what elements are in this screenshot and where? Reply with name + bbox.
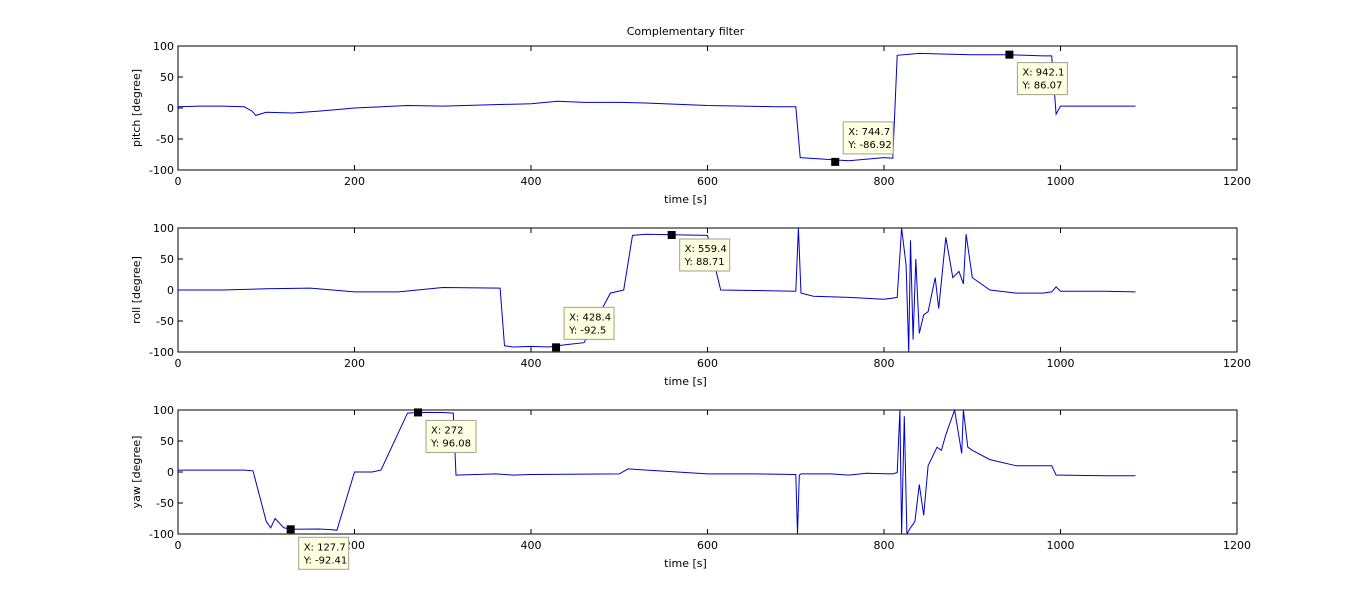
axes-box: [177, 45, 1238, 171]
datatip-marker: [552, 343, 561, 352]
datatip-box: [842, 121, 894, 155]
x-tick-label: 0: [175, 539, 182, 552]
series-line: [178, 228, 1136, 352]
x-tick-label: 0: [175, 357, 182, 370]
datatip-y-label: Y: -92.5: [568, 325, 606, 336]
y-tick-label: -50: [156, 133, 174, 146]
x-tick-label: 400: [521, 539, 542, 552]
axes-box: [177, 409, 1238, 535]
datatip-y-label: Y: -92.41: [303, 555, 348, 566]
x-axis-label: time [s]: [664, 375, 707, 388]
datatip-marker: [414, 408, 423, 417]
datatip-x-label: X: 744.7: [848, 127, 890, 138]
x-tick-label: 200: [344, 175, 365, 188]
y-tick-label: -100: [149, 528, 174, 541]
y-tick-label: 0: [167, 284, 174, 297]
x-tick-label: 1000: [1047, 175, 1075, 188]
x-tick-label: 200: [344, 539, 365, 552]
datatip-box: [679, 238, 731, 272]
subplot-3: 0 200 400 600 800 1000 1200 -100 -50 0 50 100 time […: [130, 404, 1251, 570]
datatip-y-label: Y: -86.92: [847, 140, 892, 151]
y-tick-label: -50: [156, 497, 174, 510]
datatip: X: 127.7 Y: -92.41: [286, 525, 350, 570]
datatip-y-label: Y: 96.08: [430, 438, 471, 449]
x-tick-label: 800: [874, 539, 895, 552]
datatip-x-label: X: 559.4: [685, 244, 727, 255]
datatip-box: [1016, 62, 1068, 96]
x-tick-label: 200: [344, 357, 365, 370]
x-axis-label: time [s]: [664, 193, 707, 206]
y-tick-label: 0: [167, 102, 174, 115]
datatip-y-label: Y: 86.07: [1021, 81, 1062, 92]
datatip-x-label: X: 942.1: [1022, 68, 1064, 79]
subplot-1: 0 200 400 600 800 1000 1200 -100 -50 0 50 100 time […: [130, 25, 1251, 206]
datatip-x-label: X: 428.4: [569, 312, 611, 323]
datatip: X: 559.4 Y: 88.71: [667, 230, 731, 272]
subplot-2: 0 200 400 600 800 1000 1200 -100 -50 0 50 100 time […: [130, 222, 1251, 388]
chart-title: Complementary filter: [627, 25, 745, 38]
series-line: [178, 52, 1136, 162]
x-tick-label: 1200: [1223, 357, 1251, 370]
y-tick-label: -100: [149, 346, 174, 359]
x-tick-label: 600: [697, 357, 718, 370]
datatip-marker: [831, 157, 840, 166]
x-tick-label: 1000: [1047, 357, 1075, 370]
datatip: X: 428.4 Y: -92.5: [552, 306, 615, 352]
datatip-x-label: X: 272: [431, 425, 464, 436]
datatip: X: 744.7 Y: -86.92: [831, 121, 894, 166]
y-axis-label: roll [degree]: [130, 256, 143, 324]
y-tick-label: 50: [160, 435, 174, 448]
x-tick-label: 800: [874, 357, 895, 370]
y-tick-label: -50: [156, 315, 174, 328]
y-tick-label: 100: [153, 40, 174, 53]
x-tick-label: 600: [697, 539, 718, 552]
datatip-box: [425, 419, 477, 453]
datatip-marker: [667, 230, 676, 239]
x-tick-label: 400: [521, 357, 542, 370]
y-tick-label: -100: [149, 164, 174, 177]
y-tick-label: 100: [153, 222, 174, 235]
x-axis-label: time [s]: [664, 557, 707, 570]
x-tick-label: 1200: [1223, 175, 1251, 188]
datatip-y-label: Y: 88.71: [684, 257, 725, 268]
series-line: [178, 410, 1136, 534]
x-tick-label: 1000: [1047, 539, 1075, 552]
datatip-x-label: X: 127.7: [304, 542, 346, 553]
y-axis-label: pitch [degree]: [130, 69, 143, 147]
y-tick-label: 100: [153, 404, 174, 417]
y-tick-label: 50: [160, 71, 174, 84]
datatip: X: 272 Y: 96.08: [414, 408, 477, 453]
datatip-box: [563, 306, 615, 340]
x-tick-label: 600: [697, 175, 718, 188]
datatip-marker: [286, 525, 295, 534]
datatip-box: [298, 536, 350, 570]
datatip: X: 942.1 Y: 86.07: [1005, 50, 1068, 96]
datatip-marker: [1005, 50, 1014, 59]
x-tick-label: 400: [521, 175, 542, 188]
y-axis-label: yaw [degree]: [130, 436, 143, 509]
x-tick-label: 1200: [1223, 539, 1251, 552]
y-tick-label: 0: [167, 466, 174, 479]
y-tick-label: 50: [160, 253, 174, 266]
x-tick-label: 800: [874, 175, 895, 188]
x-tick-label: 0: [175, 175, 182, 188]
